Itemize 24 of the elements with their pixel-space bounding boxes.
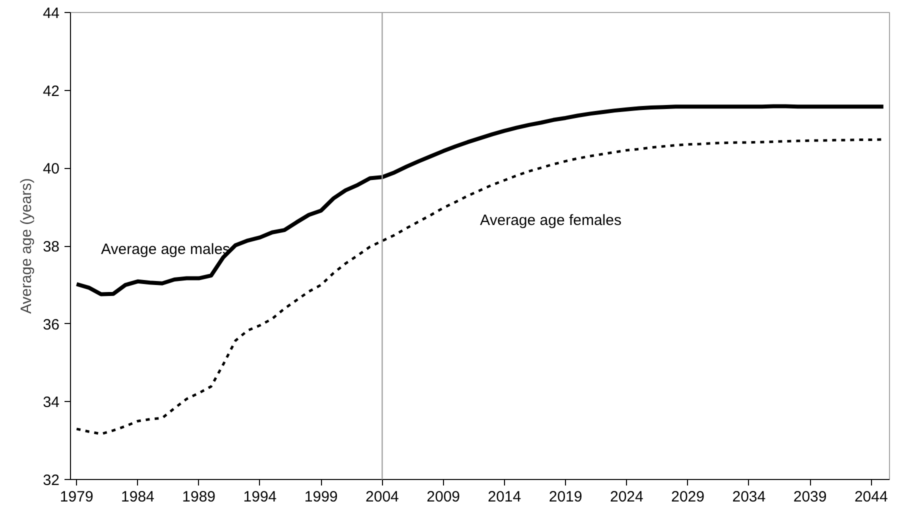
line-series [74,104,886,296]
x-tick-label: 1994 [243,488,277,506]
x-tick-label: 2029 [671,488,704,506]
y-tick-label: 34 [42,394,60,412]
x-tick-label: 2019 [548,488,582,506]
series-label: Average age females [480,212,622,229]
y-tick-label: 38 [42,238,60,256]
x-tick-label: 2024 [610,488,644,506]
x-tick-label: 2009 [426,488,460,506]
y-tick-label: 36 [42,316,60,334]
x-tick-label: 2044 [854,488,888,506]
y-tick-label: 32 [42,472,60,489]
x-tick-label: 2039 [793,488,827,506]
x-tick-label: 2034 [732,488,766,506]
y-axis-title: Average age (years) [18,178,35,314]
x-tick-label: 1989 [182,488,216,506]
x-tick-label: 2004 [366,488,399,506]
x-tick-label: 2014 [488,488,522,506]
x-tick-label: 1984 [121,488,154,506]
y-tick-label: 40 [42,160,60,178]
y-tick-label: 44 [42,5,60,22]
y-tick-label: 42 [42,82,60,100]
x-tick-label: 1999 [304,488,338,506]
x-tick-label: 1979 [60,488,94,506]
